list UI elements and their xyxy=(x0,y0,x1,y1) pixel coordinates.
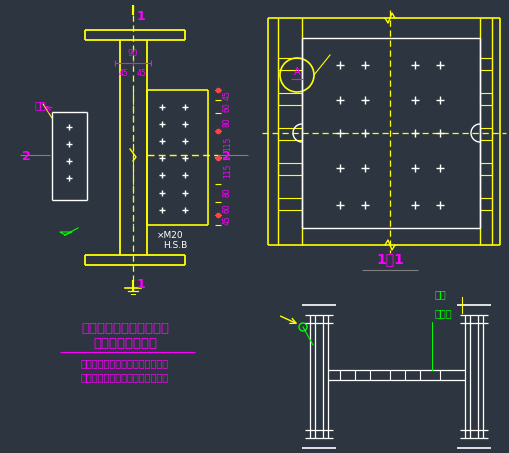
Text: 耳板: 耳板 xyxy=(434,289,446,299)
Text: 5: 5 xyxy=(222,155,232,160)
Text: 连接板: 连接板 xyxy=(434,308,452,318)
Text: 115: 115 xyxy=(222,164,232,178)
Text: 1: 1 xyxy=(137,278,146,291)
Text: 90: 90 xyxy=(127,49,138,58)
Text: 45: 45 xyxy=(137,69,147,78)
Text: 115: 115 xyxy=(222,137,232,151)
Text: ×M20: ×M20 xyxy=(156,231,183,240)
Bar xyxy=(479,128,491,140)
Text: 1: 1 xyxy=(137,10,146,23)
Text: 工字形截面柱的工地拼接: 工字形截面柱的工地拼接 xyxy=(81,322,168,335)
Text: 45: 45 xyxy=(119,69,129,78)
Text: 80: 80 xyxy=(222,117,232,127)
Bar xyxy=(479,198,491,210)
Text: 2: 2 xyxy=(22,150,31,164)
Bar xyxy=(277,198,301,210)
Bar xyxy=(479,93,491,105)
Text: 80: 80 xyxy=(222,188,232,198)
Text: H.S.B: H.S.B xyxy=(162,241,187,250)
Text: 60: 60 xyxy=(222,203,232,213)
Text: 及耳板的设置构造: 及耳板的设置构造 xyxy=(93,337,157,350)
Bar xyxy=(277,163,301,175)
Text: 接，腹板采用摩擦型高强螺栓连接: 接，腹板采用摩擦型高强螺栓连接 xyxy=(81,372,168,382)
Bar xyxy=(277,93,301,105)
Bar xyxy=(277,128,301,140)
Bar xyxy=(479,58,491,70)
Bar xyxy=(479,163,491,175)
Text: 45: 45 xyxy=(222,215,232,225)
Text: 1－1: 1－1 xyxy=(375,252,403,266)
Text: 翼缘采用全熔透的坡口对接焊缝连: 翼缘采用全熔透的坡口对接焊缝连 xyxy=(81,358,168,368)
Text: 2: 2 xyxy=(221,150,230,164)
Text: 45: 45 xyxy=(222,90,232,100)
Text: A: A xyxy=(293,67,300,77)
Text: 耳板: 耳板 xyxy=(35,100,47,110)
Text: 60: 60 xyxy=(222,102,232,111)
Bar xyxy=(277,58,301,70)
